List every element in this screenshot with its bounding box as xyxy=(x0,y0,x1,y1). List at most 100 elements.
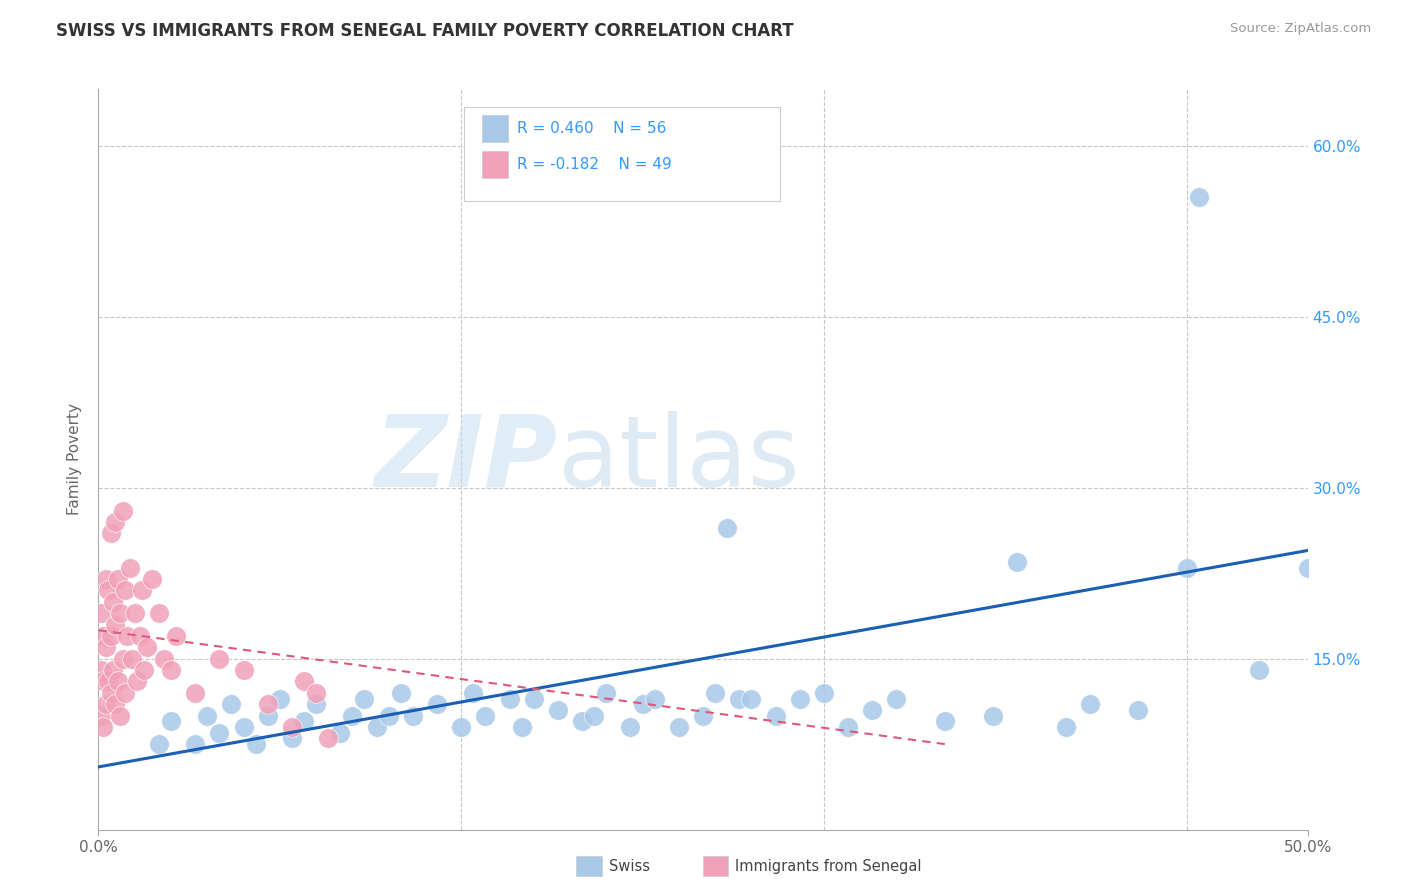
Point xyxy=(1078,698,1101,712)
Point xyxy=(281,720,304,734)
Point xyxy=(595,686,617,700)
Point xyxy=(208,725,231,739)
Point xyxy=(1007,555,1029,569)
Point xyxy=(131,583,153,598)
Point xyxy=(184,686,207,700)
Point xyxy=(104,698,127,712)
Point xyxy=(789,691,811,706)
Point xyxy=(148,737,170,751)
Point xyxy=(389,686,412,700)
Point xyxy=(104,515,127,529)
Point xyxy=(886,691,908,706)
Point xyxy=(716,521,738,535)
Point xyxy=(90,708,112,723)
Point xyxy=(571,714,593,729)
Point xyxy=(329,725,352,739)
Point xyxy=(269,691,291,706)
Point xyxy=(1188,190,1211,204)
Text: SWISS VS IMMIGRANTS FROM SENEGAL FAMILY POVERTY CORRELATION CHART: SWISS VS IMMIGRANTS FROM SENEGAL FAMILY … xyxy=(56,22,794,40)
Point xyxy=(111,503,134,517)
Point xyxy=(644,691,666,706)
Point xyxy=(305,686,328,700)
Point xyxy=(135,640,157,655)
Point xyxy=(108,708,131,723)
Point xyxy=(934,714,956,729)
Point xyxy=(510,720,533,734)
Point xyxy=(91,629,114,643)
Point xyxy=(256,708,278,723)
Text: Swiss: Swiss xyxy=(609,859,650,873)
Point xyxy=(366,720,388,734)
Point xyxy=(100,526,122,541)
Text: atlas: atlas xyxy=(558,411,800,508)
Point xyxy=(474,708,496,723)
Point xyxy=(97,674,120,689)
Point xyxy=(141,572,163,586)
Point xyxy=(184,737,207,751)
Point xyxy=(1175,560,1198,574)
Point xyxy=(523,691,546,706)
Point xyxy=(377,708,399,723)
Point xyxy=(547,703,569,717)
Point xyxy=(221,698,243,712)
Point xyxy=(232,663,254,677)
Point xyxy=(245,737,267,751)
Point xyxy=(195,708,218,723)
Text: R = 0.460    N = 56: R = 0.460 N = 56 xyxy=(517,121,666,136)
Point xyxy=(100,686,122,700)
Point xyxy=(1054,720,1077,734)
Point xyxy=(1296,560,1319,574)
Text: Immigrants from Senegal: Immigrants from Senegal xyxy=(735,859,922,873)
Point xyxy=(94,640,117,655)
Point xyxy=(90,663,112,677)
Point xyxy=(583,708,606,723)
Point xyxy=(463,686,485,700)
Point xyxy=(704,686,727,700)
Point xyxy=(1249,663,1271,677)
Point xyxy=(292,674,315,689)
Point xyxy=(619,720,641,734)
Point xyxy=(128,629,150,643)
Point xyxy=(498,691,520,706)
Point xyxy=(728,691,751,706)
Point xyxy=(97,583,120,598)
Point xyxy=(111,651,134,665)
Point xyxy=(160,663,183,677)
Point xyxy=(860,703,883,717)
Point xyxy=(91,674,114,689)
Point xyxy=(94,572,117,586)
Point xyxy=(90,606,112,620)
Point xyxy=(232,720,254,734)
Point xyxy=(692,708,714,723)
Point xyxy=(121,651,143,665)
Point xyxy=(124,606,146,620)
Point xyxy=(292,714,315,729)
Text: Source: ZipAtlas.com: Source: ZipAtlas.com xyxy=(1230,22,1371,36)
Point xyxy=(765,708,787,723)
Point xyxy=(100,629,122,643)
Point xyxy=(160,714,183,729)
Point xyxy=(152,651,174,665)
Point xyxy=(108,606,131,620)
Point xyxy=(668,720,690,734)
Point xyxy=(402,708,425,723)
Point xyxy=(1128,703,1150,717)
Point xyxy=(114,583,136,598)
Point xyxy=(114,686,136,700)
Point xyxy=(117,629,139,643)
Point xyxy=(101,663,124,677)
Y-axis label: Family Poverty: Family Poverty xyxy=(67,403,83,516)
Point xyxy=(94,698,117,712)
Text: R = -0.182    N = 49: R = -0.182 N = 49 xyxy=(517,157,672,171)
Point xyxy=(148,606,170,620)
Point xyxy=(118,560,141,574)
Point xyxy=(305,698,328,712)
Point xyxy=(165,629,187,643)
Point xyxy=(342,708,364,723)
Point xyxy=(426,698,449,712)
Point xyxy=(256,698,278,712)
Point xyxy=(353,691,375,706)
Point xyxy=(208,651,231,665)
Point xyxy=(813,686,835,700)
Point xyxy=(450,720,472,734)
